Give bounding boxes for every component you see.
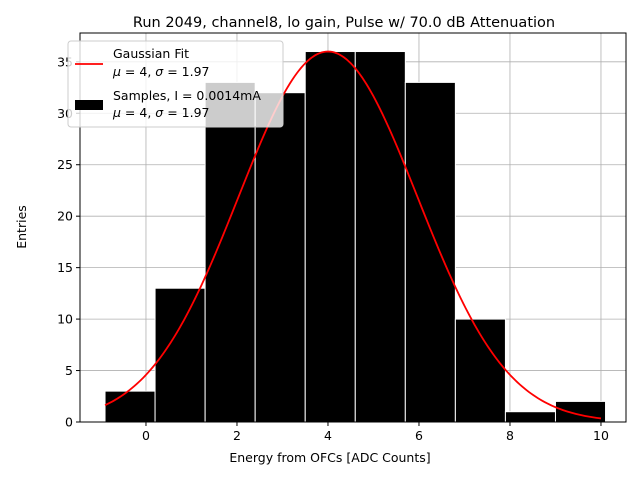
chart-title: Run 2049, channel8, lo gain, Pulse w/ 70…	[133, 15, 555, 31]
x-axis-label: Energy from OFCs [ADC Counts]	[229, 450, 430, 465]
y-tick-label-5: 25	[57, 157, 73, 172]
y-tick-label-2: 10	[57, 312, 73, 327]
legend-samples-params: μ = 4, σ = 1.97	[112, 105, 209, 120]
gaussian-fit	[104, 50, 602, 420]
y-tick-label-0: 0	[65, 415, 73, 430]
legend-box	[67, 40, 284, 128]
legend-fit-mu-symbol: μ	[112, 64, 121, 79]
gaussian-fit-curve	[104, 50, 602, 420]
histogram-bar-0	[104, 390, 156, 423]
legend-samples-mu-value: = 4,	[121, 105, 155, 120]
histogram-bar-4	[304, 51, 356, 423]
histogram-bars	[104, 51, 607, 423]
x-tick-label-0: 0	[142, 428, 150, 443]
y-tick-label-3: 15	[57, 260, 73, 275]
legend-samples-sigma-value: = 1.97	[163, 105, 209, 120]
x-tick-label-3: 6	[415, 428, 423, 443]
legend-fit-label: Gaussian Fit	[113, 46, 189, 61]
histogram-bar-2	[204, 81, 256, 423]
histogram-bar-5	[354, 51, 406, 423]
legend-fit-sigma-value: = 1.97	[163, 64, 209, 79]
y-axis-label: Entries	[14, 205, 29, 249]
legend-samples-label: Samples, I = 0.0014mA	[113, 88, 261, 103]
x-axis-ticks: 0 2 4 6 8 10	[142, 422, 609, 443]
legend-fit-params: μ = 4, σ = 1.97	[112, 64, 209, 79]
legend-samples-swatch	[75, 100, 103, 110]
x-tick-label-5: 10	[593, 428, 609, 443]
histogram-bar-6	[404, 81, 456, 423]
y-tick-label-4: 20	[57, 209, 73, 224]
histogram-bar-3	[254, 92, 306, 423]
x-tick-label-1: 2	[233, 428, 241, 443]
legend-samples-mu-symbol: μ	[112, 105, 121, 120]
legend: Gaussian Fit μ = 4, σ = 1.97 Samples, I …	[67, 40, 284, 128]
legend-fit-mu-value: = 4,	[121, 64, 155, 79]
x-tick-label-2: 4	[324, 428, 332, 443]
histogram-bar-1	[154, 287, 206, 423]
x-tick-label-4: 8	[506, 428, 514, 443]
histogram-bar-8	[504, 411, 556, 423]
plot-frame	[79, 32, 627, 423]
legend-samples-sigma-symbol: σ	[155, 105, 164, 120]
legend-fit-sigma-symbol: σ	[155, 64, 164, 79]
y-tick-label-1: 5	[65, 363, 73, 378]
